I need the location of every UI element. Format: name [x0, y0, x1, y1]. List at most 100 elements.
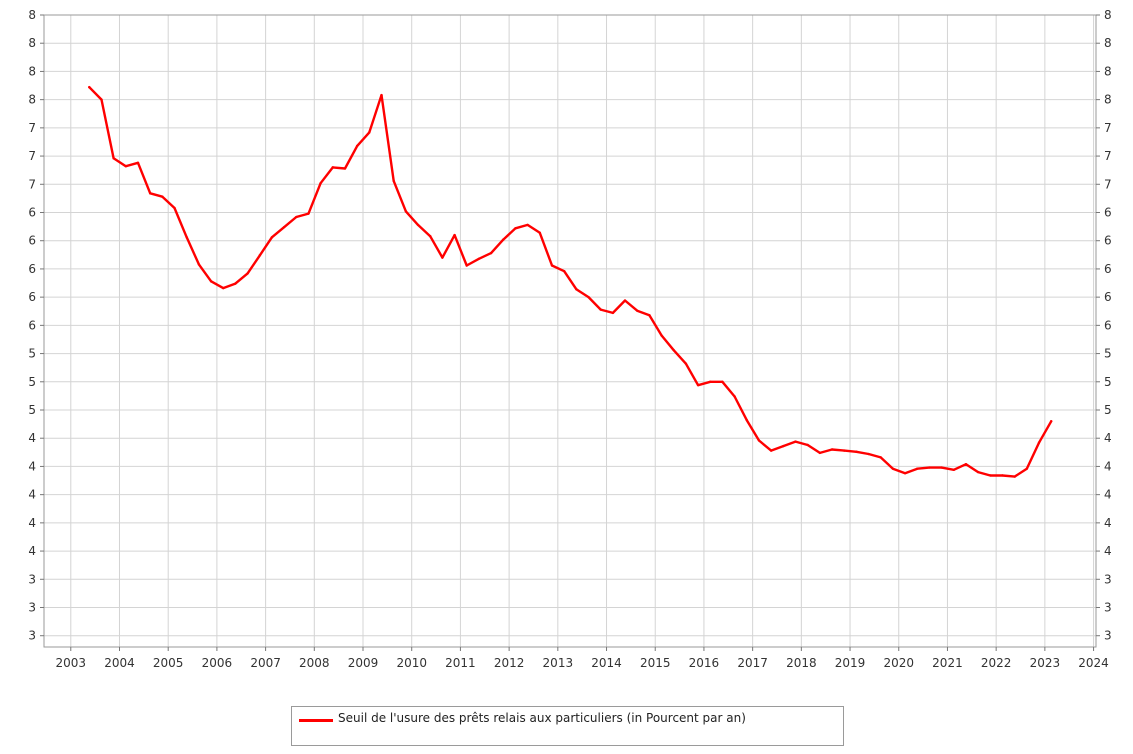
data-point [282, 225, 286, 229]
data-point [477, 257, 481, 260]
y-tick-label-left: 4 [28, 544, 36, 558]
data-point [112, 157, 115, 160]
y-tick-label-right: 4 [1104, 544, 1112, 558]
x-tick-label: 2014 [591, 656, 622, 670]
data-point [526, 223, 529, 227]
y-tick-label-right: 7 [1104, 177, 1112, 191]
data-point [355, 144, 359, 148]
data-point [124, 165, 128, 168]
data-point [916, 467, 919, 470]
data-point [733, 395, 736, 398]
data-point [380, 93, 383, 97]
data-point [636, 309, 639, 312]
data-point [794, 440, 797, 443]
y-tick-label-right: 4 [1104, 431, 1112, 445]
data-point [562, 269, 566, 273]
y-tick-label-right: 4 [1104, 516, 1112, 530]
data-point [648, 314, 651, 317]
data-point [307, 212, 310, 215]
data-point [623, 299, 627, 302]
y-tick-label-left: 5 [28, 403, 36, 417]
data-point [757, 439, 761, 442]
data-point [672, 348, 675, 352]
x-tick-label: 2009 [348, 656, 379, 670]
y-tick-label-right: 5 [1104, 403, 1112, 417]
y-tick-label-right: 8 [1104, 36, 1112, 50]
y-tick-label-right: 3 [1104, 572, 1112, 586]
data-point [209, 280, 213, 283]
y-axis-right: 3 3 3 4 4 4 4 4 5 5 5 6 6 6 6 6 7 7 7 8 8 8 8 [1096, 8, 1112, 643]
data-point [928, 466, 931, 469]
data-point [258, 254, 261, 257]
y-tick-label-right: 5 [1104, 375, 1112, 389]
y-tick-label-left: 6 [28, 290, 36, 304]
data-point [611, 311, 615, 315]
y-tick-label-left: 6 [28, 318, 36, 332]
y-tick-label-left: 4 [28, 488, 36, 502]
data-point [587, 295, 590, 299]
data-point [940, 466, 943, 469]
y-tick-label-right: 7 [1104, 149, 1112, 163]
y-tick-label-left: 6 [28, 206, 36, 220]
data-point [148, 192, 152, 195]
legend-label: Seuil de l'usure des prêts relais aux pa… [338, 711, 746, 725]
data-point [952, 468, 955, 472]
y-tick-label-left: 8 [28, 64, 36, 78]
data-point [416, 223, 420, 227]
y-tick-label-right: 3 [1104, 629, 1112, 643]
data-point [441, 256, 444, 259]
x-tick-label: 2010 [396, 656, 427, 670]
y-tick-label-left: 7 [28, 121, 36, 135]
data-point [709, 380, 712, 383]
y-tick-label-left: 4 [28, 431, 36, 445]
x-tick-label: 2008 [299, 656, 330, 670]
y-tick-label-right: 8 [1104, 93, 1112, 107]
legend-swatch [299, 719, 333, 722]
y-tick-label-left: 8 [28, 8, 36, 22]
y-tick-label-right: 4 [1104, 459, 1112, 473]
data-point [745, 418, 748, 422]
data-point [197, 263, 201, 266]
y-tick-label-left: 4 [28, 459, 36, 473]
y-tick-label-right: 6 [1104, 262, 1112, 276]
x-tick-label: 2015 [640, 656, 671, 670]
x-tick-label: 2007 [250, 656, 281, 670]
data-point [1025, 467, 1029, 470]
x-tick-label: 2020 [883, 656, 914, 670]
x-axis: 2003 2004 2005 2006 2007 2008 2009 2010 2011 2012… [56, 647, 1109, 670]
data-point [368, 131, 371, 134]
data-point [404, 210, 408, 213]
y-tick-label-left: 6 [28, 262, 36, 276]
y-tick-label-right: 7 [1104, 121, 1112, 135]
x-tick-label: 2012 [494, 656, 525, 670]
data-point [489, 251, 493, 255]
x-tick-label: 2018 [786, 656, 817, 670]
y-tick-label-left: 3 [28, 572, 36, 586]
data-point [1037, 441, 1041, 444]
y-tick-label-left: 5 [28, 347, 36, 361]
data-point [88, 86, 91, 89]
x-tick-label: 2019 [835, 656, 866, 670]
data-point [502, 238, 505, 241]
y-axis-left: 3 3 3 4 4 4 4 4 5 5 5 6 6 6 6 6 7 7 7 8 8 8 8 [28, 8, 44, 643]
x-tick-label: 2006 [202, 656, 233, 670]
y-tick-label-right: 3 [1104, 601, 1112, 615]
data-point [173, 206, 176, 210]
data-point [136, 161, 140, 165]
data-point [465, 264, 468, 267]
data-point [246, 272, 249, 275]
data-point [550, 264, 554, 267]
data-point [453, 233, 456, 237]
data-point [270, 236, 274, 239]
y-tick-label-right: 6 [1104, 318, 1112, 332]
data-point [1013, 475, 1016, 478]
x-tick-label: 2004 [104, 656, 135, 670]
data-point [843, 449, 846, 452]
data-point [343, 167, 347, 170]
data-point [721, 380, 724, 383]
data-point [319, 181, 322, 185]
x-tick-label: 2005 [153, 656, 184, 670]
y-tick-label-left: 7 [28, 177, 36, 191]
y-tick-label-right: 5 [1104, 347, 1112, 361]
data-point [696, 383, 700, 387]
